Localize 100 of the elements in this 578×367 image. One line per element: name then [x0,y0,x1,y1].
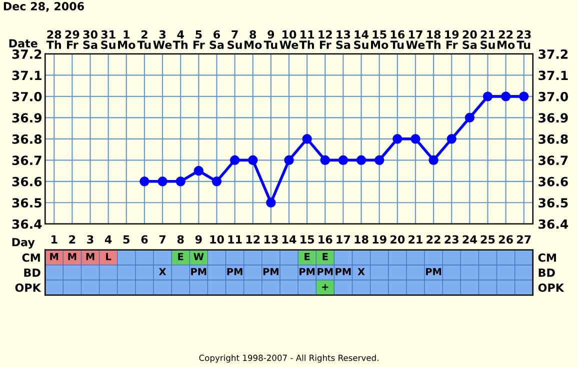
x-tick-label: 7 Su [228,30,242,50]
point [392,134,402,144]
y-tick-label: OPK [15,284,42,292]
y2-tick-label: 37.2 [538,49,568,59]
x-tick-label: 8 [177,235,184,244]
point [158,176,168,186]
point [266,198,276,208]
x-tick-label: 22 Mo [497,30,515,50]
point [194,166,204,176]
y-tick-label: 36.9 [12,113,42,123]
x-tick-label: 18 [354,235,368,244]
text: Copyright 1998-2007 - All Rights Reserved. [199,354,378,363]
y-tick-label: 37.2 [12,49,42,59]
x-tick-label: 20 [390,235,405,244]
y-tick-label: BD [24,268,40,277]
text: M [50,253,58,260]
x-tick-label: 31 Su [101,30,116,50]
text: M [68,253,76,260]
x-tick-label: 5 [123,235,130,244]
x-tick-label: 14 Su [354,30,368,50]
x-tick-label: 12 [246,235,260,244]
x-tick-label: 4 [104,235,112,244]
text: + [322,284,328,290]
y2-tick-label: OPK [538,284,564,292]
text: PM [300,268,315,276]
x-tick-label: 10 [210,235,224,244]
text: M [86,253,94,260]
y2-tick-label: 36.5 [538,198,568,208]
y2-tick-label: CM [538,253,556,262]
point [176,176,186,186]
text: X [158,268,166,276]
x-tick-label: 19 [372,235,386,244]
x-tick-label: 7 [159,235,166,244]
point [248,155,258,166]
x-tick-label: 23 [444,235,458,244]
x-tick-label: 29 Fr [65,30,80,49]
text: PM [227,268,242,276]
x-tick-label: 10 We [280,30,298,50]
text: E [178,253,184,260]
x-tick-label: 28 Th [46,30,62,49]
x-tick-label: 15 Mo [371,30,388,50]
point [374,155,384,166]
y-tick-label: 36.8 [12,134,42,144]
x-tick-label: 21 Su [480,30,495,50]
y-tick-label: 36.5 [12,198,42,208]
y2-tick-label: 36.6 [538,176,568,186]
point [302,134,312,144]
y2-tick-label: 36.9 [538,113,568,123]
x-tick-label: 5 Fr [194,30,205,49]
point [320,155,330,166]
x-tick-label: 26 [498,235,513,244]
x-tick-label: 18 Th [426,30,441,49]
x-tick-label: 14 [282,235,296,244]
y-tick-label: 36.4 [12,219,42,229]
x-tick-label: 11 [228,235,242,244]
x-tick-label: 2 Tu [137,30,151,50]
point [356,155,366,166]
x-axis-title: Date [9,39,38,48]
y2-tick-label: BD [538,268,555,277]
x-tick-label: 3 We [153,30,172,50]
point [500,92,511,102]
x-tick-label: 6 [141,235,148,244]
text: E [304,253,310,260]
x-tick-label: 23 Tu [516,30,531,50]
x-tick-label: 22 [426,235,440,244]
point [482,92,493,102]
point [338,155,348,166]
x-tick-label: 4 Th [172,30,188,49]
x-tick-label: 13 [264,235,278,244]
x-tick-label: 24 [462,235,477,244]
x-tick-label: 1 [52,235,58,244]
x-tick-label: 6 Sa [210,30,224,50]
x-tick-label: 20 Sa [462,30,477,50]
y-tick-label: CM [22,253,40,262]
x-tick-label: 25 [480,235,495,244]
point [428,155,438,166]
text: PM [336,268,351,276]
y2-tick-label: 36.8 [538,134,568,144]
point [284,155,294,166]
x-tick-label: 16 Tu [390,30,405,50]
x-tick-label: 16 [318,235,332,244]
x-tick-label: 17 [336,235,350,244]
point [212,176,222,186]
x-tick-label: 19 Fr [445,30,459,49]
x-tick-label: 1 Mo [118,30,136,50]
text: PM [318,268,333,276]
x-tick-label: 21 [408,235,422,244]
point [140,176,150,186]
y-tick-label: 37.1 [12,70,42,80]
y-tick-label: 36.7 [12,156,42,166]
text: PM [263,268,278,276]
text: W [194,253,204,260]
x-tick-label: 9 [195,235,202,244]
x-tick-label: 12 Fr [318,30,332,49]
x-axis-title: Day [12,238,35,249]
x-tick-label: 2 [69,235,76,244]
x-tick-label: 30 Sa [83,30,98,50]
y2-tick-label: 36.7 [538,156,568,166]
y2-tick-label: 36.4 [538,219,568,229]
x-tick-label: 9 Tu [264,30,278,50]
